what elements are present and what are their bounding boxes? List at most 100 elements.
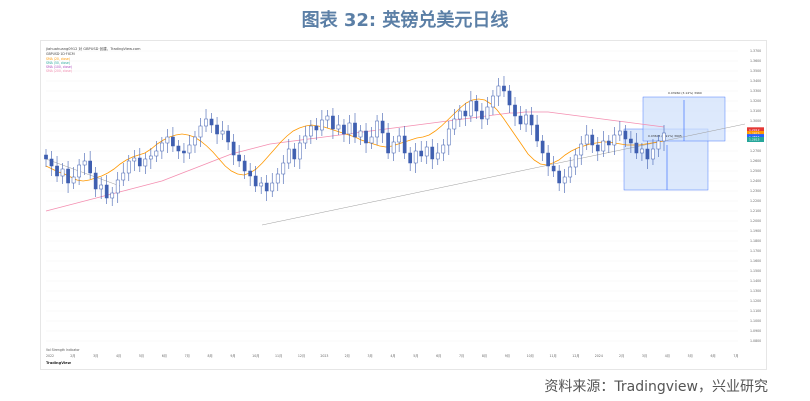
- x-tick-label-6: 7月: [185, 354, 190, 358]
- candle-body-42: [275, 173, 280, 184]
- indicator-sma20[interactable]: SMA (20, close): [46, 57, 71, 61]
- grid: [46, 50, 738, 342]
- candle-body-30: [209, 118, 214, 126]
- candle-body-106: [629, 138, 633, 144]
- candle-body-77: [469, 100, 473, 117]
- candle-body-29: [204, 118, 208, 127]
- candle-body-88: [529, 114, 534, 126]
- y-tick-label-15: 1.2200: [750, 199, 761, 203]
- price-tag-label-3: 1.2815: [749, 138, 760, 142]
- x-tick-label-20: 9月: [505, 354, 510, 358]
- y-tick-label-10: 1.2700: [750, 149, 761, 153]
- x-tick-label-24: 2024: [595, 354, 603, 358]
- x-tick-label-8: 9月: [230, 354, 235, 358]
- y-tick-label-11: 1.2600: [750, 159, 761, 163]
- candle-body-81: [491, 95, 495, 108]
- candle-body-22: [165, 136, 170, 144]
- y-tick-label-29: 1.0800: [750, 339, 761, 343]
- candle-body-79: [480, 110, 484, 120]
- candle-body-39: [259, 182, 264, 187]
- x-tick-label-16: 5月: [413, 354, 418, 358]
- y-tick-label-5: 1.3200: [750, 99, 761, 103]
- candle-body-44: [286, 148, 291, 164]
- candle-body-26: [187, 144, 192, 154]
- y-tick-label-6: 1.3100: [750, 109, 761, 113]
- price-tag-0: [747, 127, 764, 133]
- x-axis: 2022 2月 3月 4月 5月 6月 7月 8月 9月 10月 11月 12月 2023 2月 3月 4月 5…: [46, 354, 739, 358]
- candle-body-52: [331, 115, 335, 130]
- candle-body-73: [446, 128, 451, 146]
- candle-body-6: [77, 164, 81, 178]
- candle-body-84: [507, 90, 512, 106]
- candle-body-108: [640, 148, 644, 154]
- indicator-sma50[interactable]: SMA (50, close): [46, 61, 71, 65]
- price-tag-2: [747, 134, 764, 140]
- candle-body-65: [402, 135, 407, 154]
- candle-body-93: [557, 170, 562, 184]
- candle-body-33: [226, 130, 230, 143]
- x-tick-label-18: 7月: [459, 354, 464, 358]
- y-tick-label-7: 1.3000: [750, 119, 761, 123]
- x-tick-label-3: 4月: [116, 354, 121, 358]
- y-tick-label-18: 1.1900: [750, 229, 761, 233]
- price-tag-1: [747, 131, 764, 136]
- candle-body-86: [518, 115, 523, 125]
- price-tag-label-1: 1.2875: [749, 132, 760, 136]
- candle-body-68: [419, 150, 424, 157]
- candle-body-28: [198, 125, 203, 138]
- candle-body-90: [540, 140, 545, 154]
- x-tick-label-27: 4月: [665, 354, 670, 358]
- y-tick-label-22: 1.1500: [750, 269, 761, 273]
- candle-body-74: [452, 118, 457, 130]
- candle-body-7: [82, 160, 87, 166]
- candle-body-87: [524, 114, 528, 125]
- y-tick-label-16: 1.2100: [750, 209, 761, 213]
- candle-body-111: [656, 140, 661, 150]
- candle-body-12: [110, 192, 115, 199]
- candle-body-58: [364, 130, 368, 144]
- y-tick-label-21: 1.1600: [750, 259, 761, 263]
- chart-frame[interactable]: [40, 40, 767, 370]
- candle-body-94: [562, 176, 567, 184]
- candle-body-83: [502, 85, 506, 92]
- chart-header-author: jiahuahuang0912 对 GBPUSD 创建，TradingView.…: [46, 47, 141, 51]
- candle-body-60: [375, 120, 379, 138]
- candle-body-78: [474, 100, 479, 112]
- candle-body-43: [281, 162, 286, 175]
- candle-body-48: [309, 125, 313, 137]
- x-tick-label-5: 6月: [162, 354, 167, 358]
- x-tick-label-17: 6月: [436, 354, 441, 358]
- y-tick-label-0: 1.3700: [750, 49, 761, 53]
- x-tick-label-1: 2月: [70, 354, 75, 358]
- candle-body-75: [457, 110, 462, 120]
- x-tick-label-10: 11月: [275, 354, 282, 358]
- candle-body-15: [126, 160, 131, 174]
- x-tick-label-7: 8月: [207, 354, 212, 358]
- x-tick-label-0: 2022: [46, 354, 54, 358]
- candle-body-92: [551, 165, 556, 172]
- candle-body-59: [369, 136, 374, 144]
- y-tick-label-3: 1.3400: [750, 79, 761, 83]
- candle-body-25: [182, 150, 186, 154]
- candle-body-27: [193, 136, 197, 146]
- x-tick-label-2: 3月: [93, 354, 98, 358]
- candle-body-57: [358, 130, 363, 138]
- x-tick-label-4: 5月: [139, 354, 144, 358]
- candle-body-54: [342, 124, 346, 135]
- indicator-sma100[interactable]: SMA (100, close): [46, 65, 72, 69]
- candle-body-16: [132, 157, 137, 162]
- x-tick-label-22: 11月: [549, 354, 556, 358]
- price-tag-3: [747, 137, 764, 142]
- candle-body-64: [397, 135, 401, 143]
- candle-body-21: [160, 142, 164, 152]
- indicator-sma200[interactable]: SMA (200, close): [46, 69, 72, 73]
- candle-body-55: [347, 122, 352, 135]
- candle-body-97: [579, 143, 584, 156]
- candle-body-46: [297, 142, 302, 160]
- x-tick-label-28: 5月: [688, 354, 693, 358]
- candle-body-37: [248, 170, 253, 177]
- candle-body-96: [573, 154, 578, 168]
- candle-body-112: [662, 132, 666, 142]
- y-tick-label-20: 1.1700: [750, 249, 761, 253]
